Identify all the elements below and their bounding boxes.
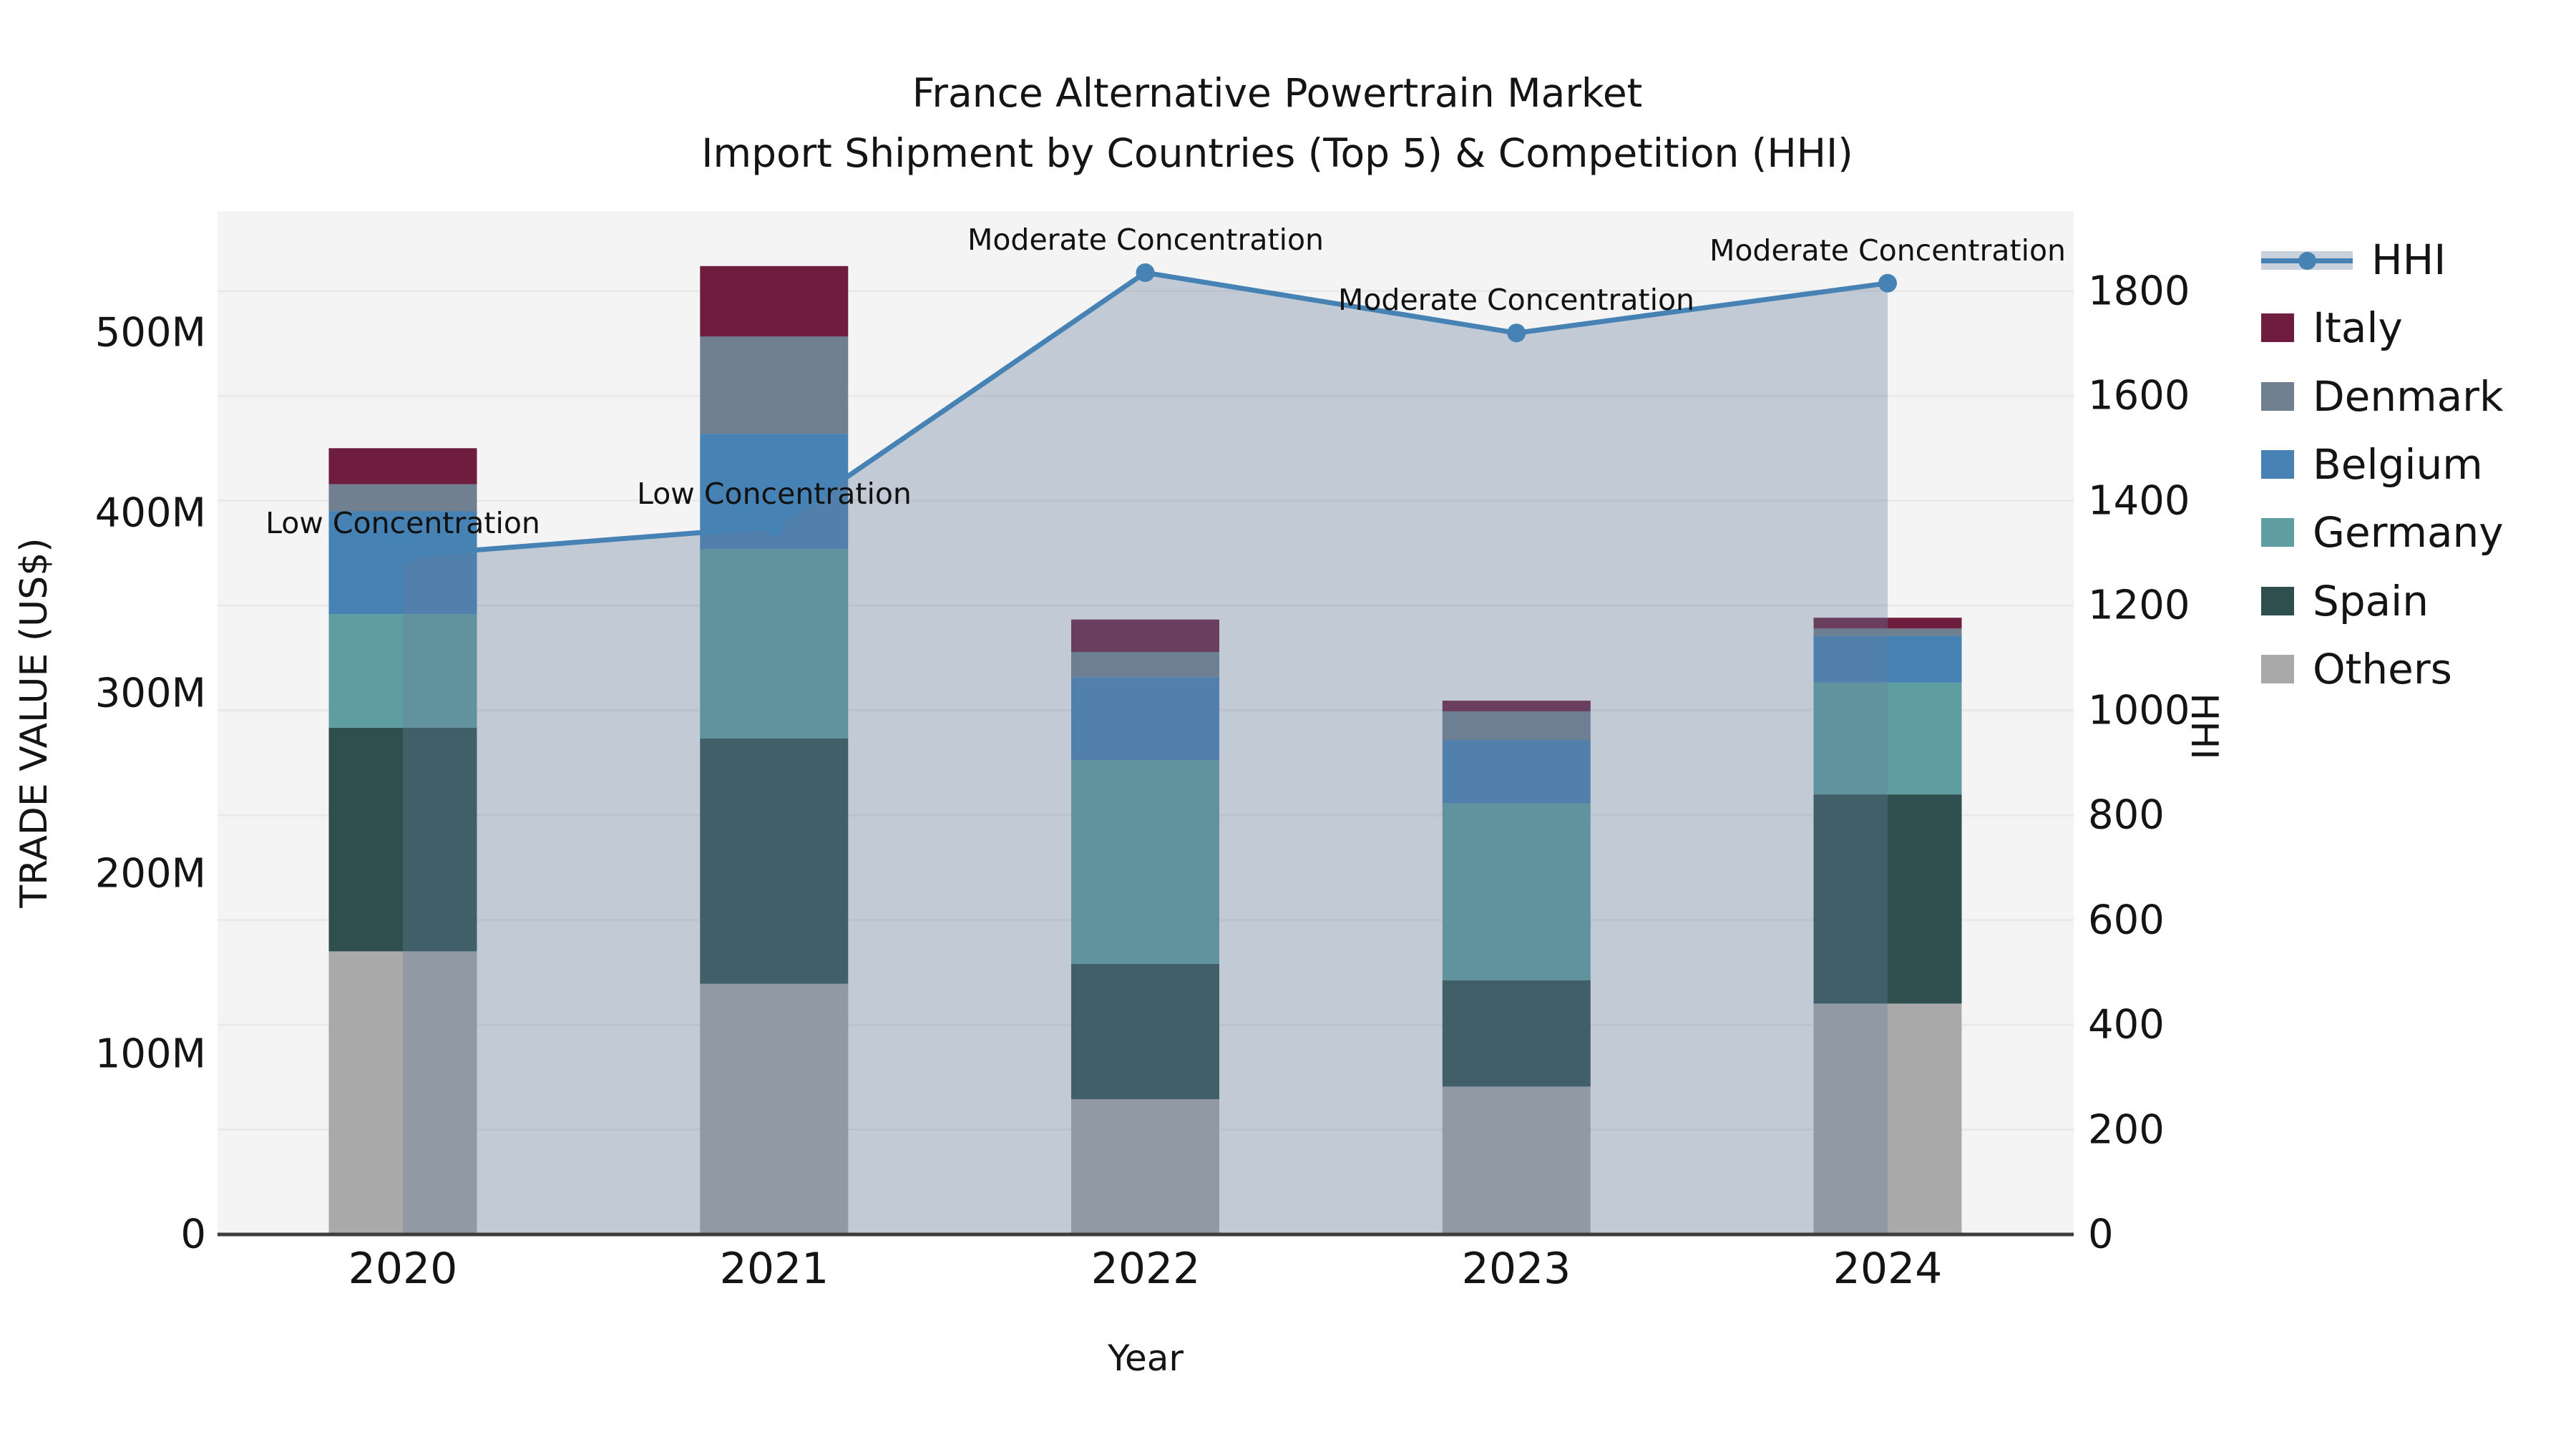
bar-segment-2023-germany — [1442, 803, 1591, 980]
bar-segment-2020-others — [328, 951, 477, 1234]
legend-label-denmark: Denmark — [2313, 371, 2504, 421]
y-right-tick-0: 0 — [2088, 1211, 2114, 1258]
legend-swatch-germany — [2261, 518, 2294, 547]
y-right-tick-600: 600 — [2088, 897, 2165, 944]
legend-swatch-others — [2261, 654, 2294, 683]
bar-segment-2021-spain — [700, 739, 849, 984]
bar-segment-2022-belgium — [1071, 677, 1219, 761]
bar-segment-2022-italy — [1071, 619, 1219, 653]
legend-swatch-spain — [2261, 586, 2294, 615]
chart-title-line2: Import Shipment by Countries (Top 5) & C… — [701, 130, 1853, 176]
hhi-marker-2020 — [394, 546, 412, 565]
bar-segment-2024-italy — [1813, 618, 1962, 629]
legend-item-belgium: Belgium — [2261, 436, 2483, 493]
bar-segment-2020-denmark — [328, 484, 477, 512]
annotation-2021: Low Concentration — [637, 477, 912, 511]
legend-item-italy: Italy — [2261, 299, 2403, 356]
bar-segment-2024-belgium — [1813, 635, 1962, 683]
bar-segment-2024-germany — [1813, 682, 1962, 795]
y-right-tick-1000: 1000 — [2088, 687, 2190, 734]
bar-segment-2024-spain — [1813, 794, 1962, 1004]
bar-segment-2024-denmark — [1813, 628, 1962, 636]
y-left-tick-400M: 400M — [94, 489, 206, 537]
x-tick-2020: 2020 — [348, 1244, 458, 1294]
legend-swatch-belgium — [2261, 449, 2294, 479]
annotation-2023: Moderate Concentration — [1337, 283, 1695, 317]
legend-item-others: Others — [2261, 640, 2452, 698]
bar-segment-2023-denmark — [1442, 711, 1591, 741]
y-left-tick-0: 0 — [180, 1211, 206, 1258]
annotation-2024: Moderate Concentration — [1709, 233, 2067, 268]
legend-item-hhi: HHI — [2261, 231, 2446, 288]
bar-segment-2021-others — [700, 983, 849, 1234]
x-tick-2022: 2022 — [1091, 1244, 1201, 1294]
y-right-tick-200: 200 — [2088, 1106, 2165, 1154]
legend-swatch-denmark — [2261, 381, 2294, 411]
legend-item-spain: Spain — [2261, 572, 2429, 630]
bar-segment-2022-others — [1071, 1099, 1219, 1234]
legend-label-italy: Italy — [2313, 303, 2403, 353]
x-axis-label: Year — [1108, 1338, 1184, 1379]
legend-hhi-line-swatch — [2261, 245, 2353, 274]
y-right-tick-1400: 1400 — [2088, 477, 2190, 525]
bar-segment-2021-italy — [700, 265, 849, 337]
bar-segment-2021-germany — [700, 549, 849, 739]
y-right-tick-400: 400 — [2088, 1001, 2165, 1048]
y-left-tick-300M: 300M — [94, 670, 206, 717]
y-right-tick-800: 800 — [2088, 791, 2165, 839]
bar-segment-2022-spain — [1071, 964, 1219, 1099]
legend-hhi-marker-dot — [2298, 252, 2316, 270]
annotation-2020: Low Concentration — [265, 506, 540, 540]
bar-segment-2023-others — [1442, 1086, 1591, 1234]
y-left-tick-500M: 500M — [94, 309, 206, 356]
y-left-tick-200M: 200M — [94, 850, 206, 897]
hhi-marker-2022 — [1136, 263, 1155, 282]
hhi-marker-2023 — [1507, 323, 1526, 343]
x-tick-2024: 2024 — [1833, 1244, 1943, 1294]
bar-segment-2021-denmark — [700, 336, 849, 434]
legend-item-denmark: Denmark — [2261, 368, 2504, 425]
x-tick-2021: 2021 — [719, 1244, 829, 1294]
legend-label-others: Others — [2313, 644, 2452, 693]
bar-segment-2023-spain — [1442, 980, 1591, 1087]
hhi-area-fill — [403, 273, 1888, 1234]
y-right-tick-1800: 1800 — [2088, 268, 2190, 315]
bar-segment-2020-italy — [328, 448, 477, 484]
y-left-tick-100M: 100M — [94, 1030, 206, 1078]
legend-item-germany: Germany — [2261, 504, 2504, 561]
legend-swatch-italy — [2261, 313, 2294, 343]
legend-label-germany: Germany — [2313, 508, 2504, 557]
legend-label-spain: Spain — [2313, 576, 2429, 625]
bar-segment-2023-belgium — [1442, 740, 1591, 804]
y-right-tick-1600: 1600 — [2088, 372, 2190, 419]
bar-segment-2020-germany — [328, 614, 477, 728]
bar-segment-2022-denmark — [1071, 652, 1219, 678]
bar-segment-2024-others — [1813, 1003, 1962, 1234]
chart-title-line1: France Alternative Powertrain Market — [912, 70, 1643, 116]
hhi-marker-2024 — [1878, 273, 1897, 293]
legend-label-hhi: HHI — [2371, 235, 2446, 284]
annotation-2022: Moderate Concentration — [967, 223, 1324, 257]
bar-segment-2020-spain — [328, 727, 477, 952]
hhi-marker-2021 — [764, 517, 784, 537]
y-right-tick-1200: 1200 — [2088, 582, 2190, 629]
bar-segment-2022-germany — [1071, 760, 1219, 964]
bar-segment-2023-italy — [1442, 701, 1591, 712]
legend-label-belgium: Belgium — [2313, 439, 2483, 489]
x-tick-2023: 2023 — [1461, 1244, 1571, 1294]
